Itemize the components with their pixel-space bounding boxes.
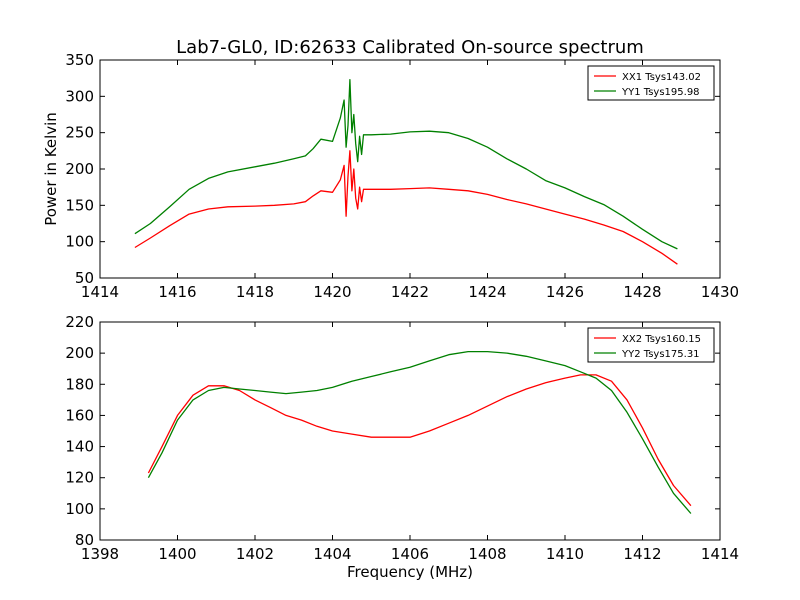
legend-label: XX2 Tsys160.15 — [622, 334, 701, 345]
y-tick-label: 150 — [65, 196, 94, 214]
x-tick-label: 1398 — [81, 545, 119, 563]
x-tick-label: 1418 — [236, 283, 274, 301]
y-tick-label: 140 — [65, 438, 94, 456]
series-line-yy2 — [147, 350, 692, 514]
x-tick-label: 1414 — [81, 283, 119, 301]
y-tick-label: 80 — [75, 531, 94, 549]
x-tick-label: 1412 — [623, 545, 661, 563]
y-tick-label: 220 — [65, 313, 94, 331]
y-tick-label: 200 — [65, 344, 94, 362]
x-tick-label: 1414 — [701, 545, 739, 563]
x-tick-label: 1400 — [158, 545, 196, 563]
y-tick-label: 200 — [65, 160, 94, 178]
y-tick-label: 180 — [65, 375, 94, 393]
x-tick-label: 1428 — [623, 283, 661, 301]
series-line-yy1 — [134, 78, 678, 250]
y-tick-label: 160 — [65, 406, 94, 424]
y-tick-label: 250 — [65, 124, 94, 142]
x-tick-label: 1404 — [313, 545, 351, 563]
x-tick-label: 1424 — [468, 283, 506, 301]
x-axis-label: Frequency (MHz) — [347, 563, 473, 581]
x-tick-label: 1430 — [701, 283, 739, 301]
chart-panel-top: 1414 1416 1418 1420 1422 1424 1426 1428 1430 50 10… — [42, 51, 739, 301]
y-tick-label: 100 — [65, 233, 94, 251]
x-tick-label: 1408 — [468, 545, 506, 563]
legend-label: YY1 Tsys195.98 — [621, 87, 700, 98]
y-tick-label: 50 — [75, 269, 94, 287]
x-tick-label: 1402 — [236, 545, 274, 563]
y-tick-label: 350 — [65, 51, 94, 69]
series-line-xx1 — [134, 150, 678, 265]
y-axis-label: Power in Kelvin — [42, 112, 60, 226]
x-tick-label: 1410 — [546, 545, 584, 563]
chart-panel-bottom: 1398 1400 1402 1404 1406 1408 1410 1412 1414 80 10… — [65, 313, 739, 581]
x-tick-label: 1422 — [391, 283, 429, 301]
y-tick-label: 120 — [65, 469, 94, 487]
y-tick-label: 300 — [65, 87, 94, 105]
x-tick-label: 1416 — [158, 283, 196, 301]
legend — [587, 65, 715, 101]
legend — [587, 327, 715, 363]
legend-label: YY2 Tsys175.31 — [621, 349, 700, 360]
y-tick-label: 100 — [65, 500, 94, 518]
x-tick-label: 1420 — [313, 283, 351, 301]
x-tick-label: 1406 — [391, 545, 429, 563]
figure-title: Lab7-GL0, ID:62633 Calibrated On-source … — [176, 37, 644, 58]
legend-label: XX1 Tsys143.02 — [622, 72, 701, 83]
x-tick-label: 1426 — [546, 283, 584, 301]
